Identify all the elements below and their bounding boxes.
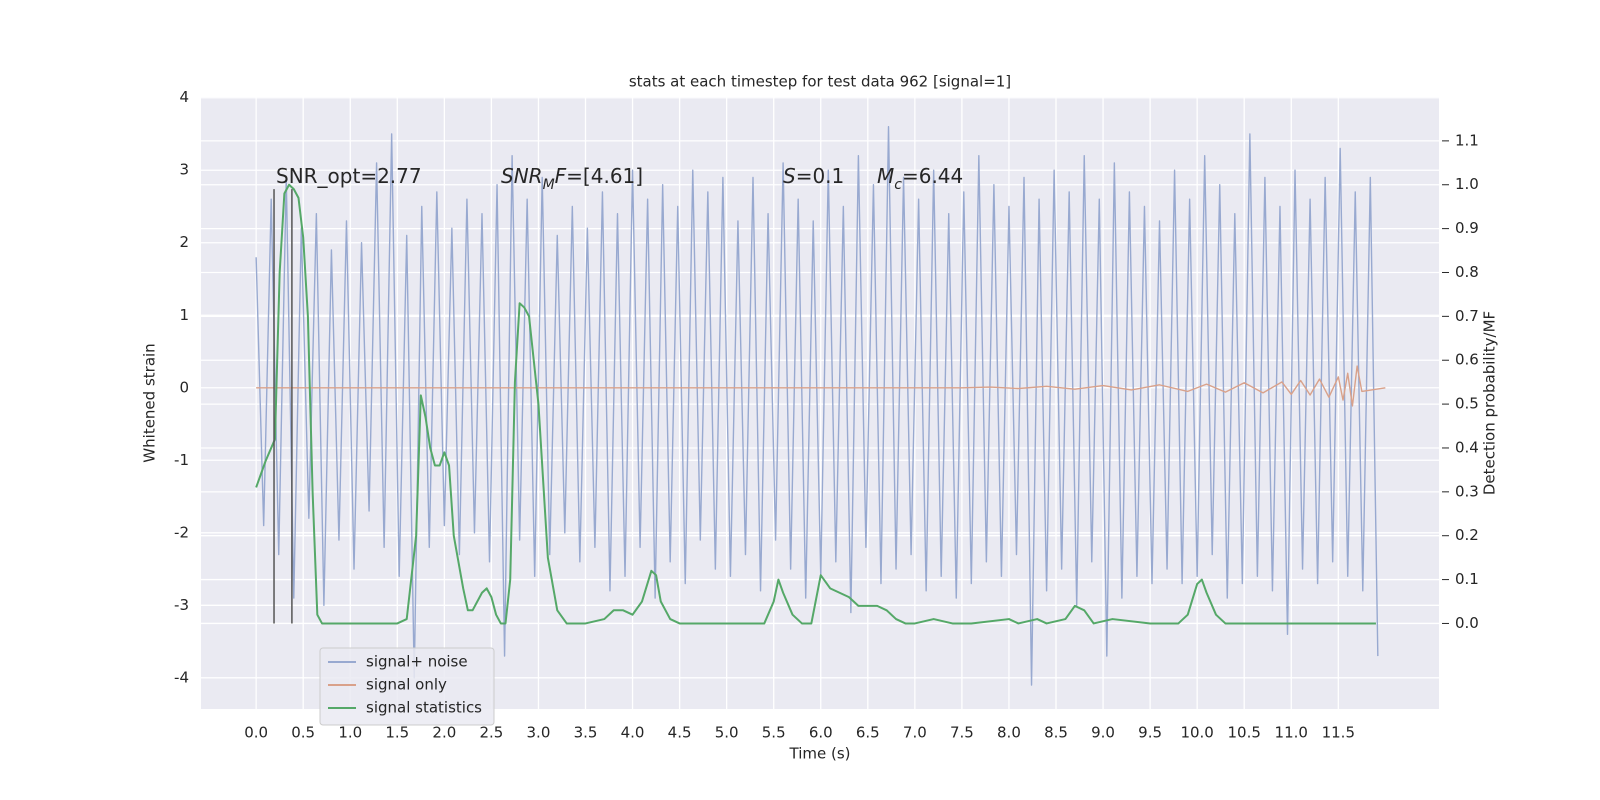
- x-tick-label: 1.5: [385, 724, 409, 742]
- x-tick-label: 4.0: [621, 724, 645, 742]
- x-tick-label: 9.5: [1138, 724, 1162, 742]
- y-tick-label: 1: [179, 306, 189, 324]
- x-tick-label: 7.0: [903, 724, 927, 742]
- x-tick-label: 0.0: [244, 724, 268, 742]
- annotation: SNR_opt=2.77: [276, 164, 422, 188]
- y2-tick-label: 0.4: [1455, 438, 1479, 456]
- legend-label: signal only: [366, 676, 447, 694]
- annotation: Mc=6.44: [877, 164, 963, 194]
- legend-box: [319, 647, 495, 726]
- y2-tick-label: 0.0: [1455, 614, 1479, 632]
- x-tick-label: 0.5: [291, 724, 315, 742]
- annotation-part: =0.1: [796, 164, 845, 188]
- y2-tick-label: 0.7: [1455, 307, 1479, 325]
- annotation-part: c: [894, 177, 902, 193]
- y2-axis-label: Detection probability/MF: [1481, 311, 1499, 495]
- y-tick-label: -3: [174, 596, 189, 614]
- annotation-part: M: [877, 164, 894, 188]
- x-tick-label: 8.5: [1044, 724, 1068, 742]
- series-line: [256, 365, 1386, 407]
- annotation: SNRMF=[4.61]: [501, 164, 643, 194]
- y2-tick-label: 0.1: [1455, 570, 1479, 588]
- x-tick-label: 2.0: [432, 724, 456, 742]
- y2-tick-label: 0.5: [1455, 395, 1479, 413]
- y2-tick-label: 1.1: [1455, 131, 1479, 149]
- x-tick-label: 6.5: [856, 724, 880, 742]
- y-axis-label: Whitened strain: [141, 343, 159, 462]
- y-tick-label: 3: [179, 161, 189, 179]
- y2-tick-label: 0.9: [1455, 219, 1479, 237]
- x-tick-label: 5.0: [715, 724, 739, 742]
- x-tick-label: 8.0: [997, 724, 1021, 742]
- y-tick-label: -2: [174, 523, 189, 541]
- x-tick-label: 10.5: [1228, 724, 1261, 742]
- annotation-part: F: [555, 164, 567, 188]
- annotation-part: SNR_opt=2.77: [276, 164, 422, 188]
- annotation-part: M: [543, 177, 555, 193]
- series-line: [255, 126, 1379, 686]
- y2-tick-label: 0.3: [1455, 482, 1479, 500]
- y-tick-label: 4: [179, 88, 189, 106]
- y2-tick-label: 0.2: [1455, 526, 1479, 544]
- y2-tick-label: 0.8: [1455, 263, 1479, 281]
- annotation-part: SNR: [501, 164, 543, 188]
- x-tick-label: 1.0: [338, 724, 362, 742]
- y-tick-label: -4: [174, 668, 189, 686]
- x-tick-label: 11.0: [1275, 724, 1308, 742]
- x-tick-label: 4.5: [668, 724, 692, 742]
- x-tick-label: 10.0: [1180, 724, 1213, 742]
- x-tick-label: 11.5: [1322, 724, 1355, 742]
- x-axis-label: Time (s): [789, 745, 851, 763]
- annotation-part: =[4.61]: [566, 164, 643, 188]
- x-tick-label: 3.5: [574, 724, 598, 742]
- annotation-part: S: [783, 164, 796, 188]
- legend-label: signal+ noise: [366, 653, 468, 671]
- y-tick-label: -1: [174, 451, 189, 469]
- x-tick-label: 5.5: [762, 724, 786, 742]
- series-line: [255, 183, 1376, 625]
- y-tick-label: 0: [179, 378, 189, 396]
- x-tick-label: 2.5: [479, 724, 503, 742]
- y-tick-label: 2: [179, 233, 189, 251]
- legend-label: signal statistics: [366, 699, 482, 717]
- chart-title: stats at each timestep for test data 962…: [629, 73, 1011, 91]
- x-tick-label: 3.0: [527, 724, 551, 742]
- y2-tick-label: 0.6: [1455, 351, 1479, 369]
- y2-tick-label: 1.0: [1455, 175, 1479, 193]
- annotation: S=0.1: [783, 164, 844, 188]
- x-tick-label: 7.5: [950, 724, 974, 742]
- x-tick-label: 9.0: [1091, 724, 1115, 742]
- x-tick-label: 6.0: [809, 724, 833, 742]
- annotation-part: =6.44: [902, 164, 963, 188]
